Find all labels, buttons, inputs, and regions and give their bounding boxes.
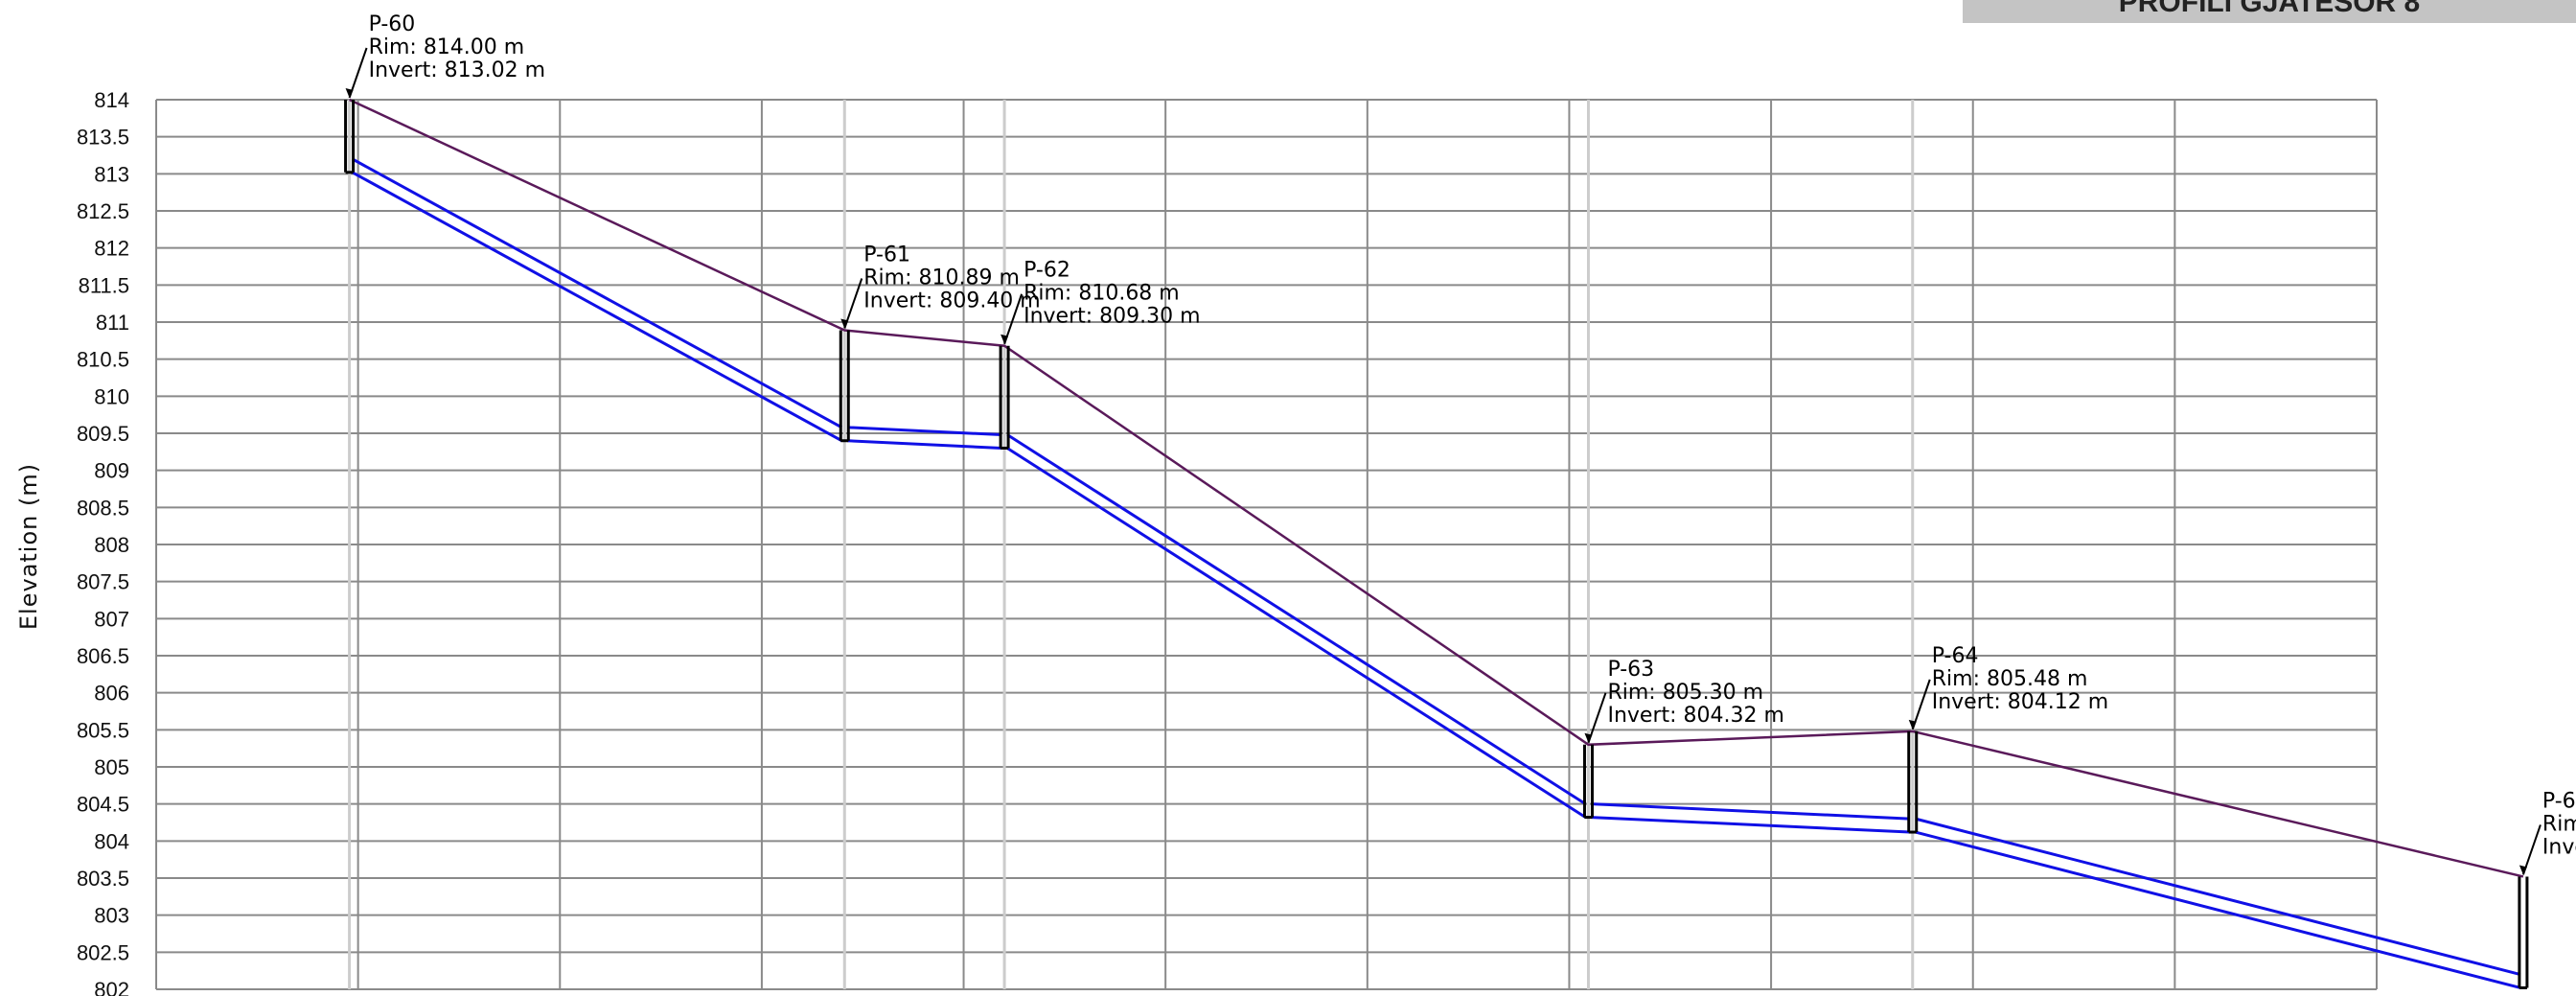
pipe-invert-line <box>1591 816 1910 834</box>
leader-arrow <box>2518 865 2527 875</box>
leader-arrow <box>1000 334 1009 344</box>
y-ticks: 802 802.5 803 803.5 804 804.5 805 805.5 806 806.5… <box>77 88 129 996</box>
manhole-label-invert: Invert: 804.32 m <box>1607 704 1783 728</box>
pipe-crown-line <box>351 157 842 429</box>
y-tick-label: 803.5 <box>77 867 129 891</box>
label-leader <box>1003 293 1024 345</box>
manhole-label-invert: Invert: 809.30 m <box>1024 305 1200 329</box>
pipe-crown-line <box>1006 433 1587 805</box>
label-leader <box>348 47 368 99</box>
y-tick-label: 807.5 <box>77 570 129 594</box>
y-tick-label: 813 <box>94 162 129 186</box>
ground-line-series <box>349 98 2524 878</box>
y-tick-label: 804 <box>94 829 129 853</box>
manhole-label-rim: Rim: 810.68 m <box>1024 282 1180 306</box>
manhole-label-rim: Rim: 805.48 m <box>1932 667 2088 691</box>
label-leader <box>2521 824 2542 875</box>
manhole-structures <box>344 100 2529 989</box>
y-tick-label: 809.5 <box>77 422 129 446</box>
y-tick-label: 806.5 <box>77 644 129 668</box>
y-tick-label: 803 <box>94 904 129 928</box>
label-leader <box>1587 692 1607 744</box>
manhole-label-rim: Rim: 803.52 m <box>2542 812 2576 836</box>
manhole-label-name: P-64 <box>1932 644 1979 668</box>
y-tick-label: 812 <box>94 237 129 261</box>
leader-arrow <box>1584 732 1593 743</box>
pipe-invert-line <box>847 439 1002 450</box>
manhole-label-name: P-63 <box>1607 658 1654 682</box>
y-tick-label: 811.5 <box>79 273 129 297</box>
y-tick-label: 805.5 <box>77 718 129 742</box>
manhole-label-rim: Rim: 814.00 m <box>369 35 525 59</box>
y-tick-label: 802 <box>94 978 129 996</box>
y-tick-label: 814 <box>94 88 129 112</box>
label-leader <box>1911 679 1931 730</box>
y-tick-label: 812.5 <box>77 199 129 223</box>
manhole-label-name: P-60 <box>369 12 416 36</box>
manhole-label-name: P-61 <box>863 243 910 267</box>
y-tick-label: 806 <box>94 682 129 706</box>
label-leader <box>843 278 863 329</box>
pipe-crown-line <box>1591 802 1910 821</box>
y-tick-label: 811 <box>96 311 129 335</box>
y-tick-label: 808.5 <box>77 496 129 520</box>
pipe-invert-line <box>1915 830 2521 989</box>
leader-arrow <box>1908 719 1917 730</box>
leader-arrow <box>345 88 354 98</box>
manhole-label-name: P-62 <box>1024 259 1070 283</box>
y-tick-label: 810 <box>94 384 129 408</box>
y-tick-label: 805 <box>94 755 129 779</box>
manhole-label-invert: Invert: 813.02 m <box>369 58 545 82</box>
grid <box>155 99 2378 990</box>
title-bar: PROFILI GJATESOR 8 <box>1963 0 2576 23</box>
pipe-series <box>351 157 2521 989</box>
y-tick-label: 804.5 <box>77 793 129 817</box>
y-tick-label: 810.5 <box>77 348 129 372</box>
manhole-label-invert: Invert: 804.12 m <box>1932 690 2108 714</box>
y-tick-label: 808 <box>94 533 129 557</box>
y-tick-label: 802.5 <box>77 940 129 964</box>
pipe-invert-line <box>351 171 842 443</box>
manhole-label-name: P-65 <box>2542 789 2576 813</box>
pipe-crown-line <box>1915 817 2521 976</box>
y-tick-label: 813.5 <box>77 126 129 150</box>
y-tick-label: 809 <box>94 459 129 483</box>
manhole-label-rim: Rim: 810.89 m <box>863 266 1020 290</box>
chart-title: PROFILI GJATESOR 8 <box>2118 0 2421 18</box>
pipe-invert-line <box>1006 447 1587 819</box>
y-tick-label: 807 <box>94 607 129 631</box>
ground-line <box>349 98 2524 878</box>
manhole-label-invert: Invert: 802.02 m <box>2542 835 2576 859</box>
leader-arrow <box>840 318 849 329</box>
manhole-label-rim: Rim: 805.30 m <box>1607 681 1763 705</box>
pipe-crown-line <box>847 426 1002 437</box>
manhole-label-invert: Invert: 809.40 m <box>863 290 1040 313</box>
